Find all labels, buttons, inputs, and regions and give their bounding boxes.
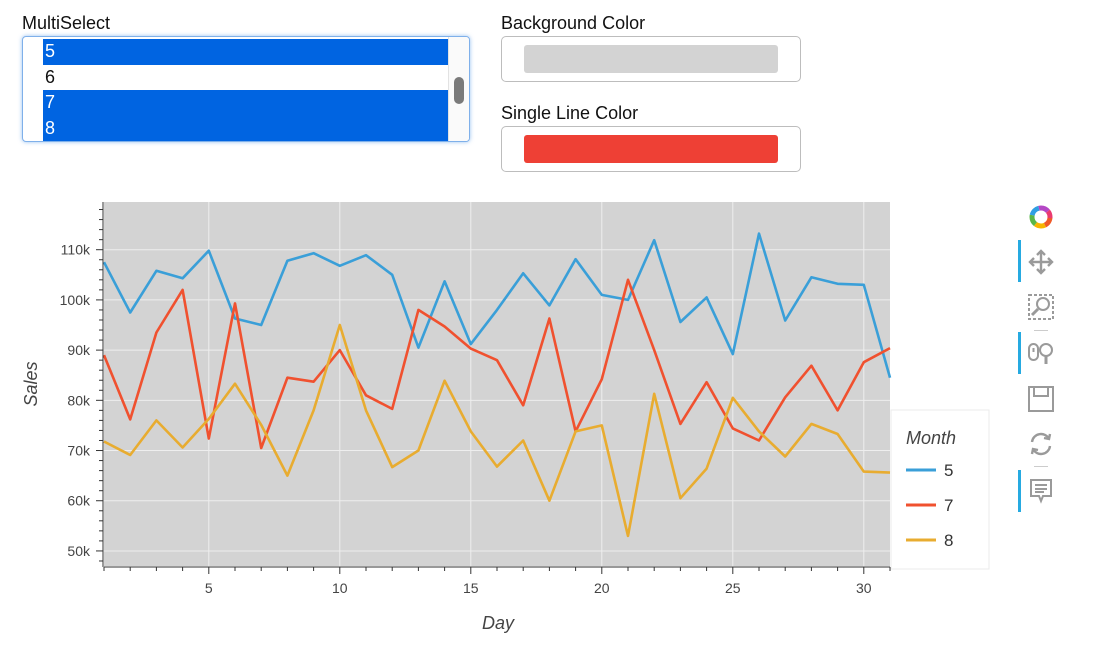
plot-toolbar [1018, 196, 1068, 526]
toolbar-separator [1034, 330, 1048, 331]
pan-icon[interactable] [1026, 247, 1056, 277]
wheel-zoom-icon[interactable] [1026, 338, 1056, 368]
legend-label-5: 5 [944, 461, 953, 480]
axes: 5 10 15 20 25 30 50k 60k 70k 80k 90k 100k 110k [60, 202, 891, 596]
y-tick-label: 80k [67, 392, 91, 408]
multiselect-option-3[interactable]: 8 [43, 115, 451, 141]
grid-lines [104, 202, 890, 566]
multiselect-scrollbar-thumb[interactable] [454, 77, 464, 104]
series-line-8 [103, 323, 891, 538]
legend-label-8: 8 [944, 531, 953, 550]
legend-box [890, 409, 990, 570]
series-line-7 [102, 278, 891, 450]
multiselect-scrollbar[interactable] [448, 37, 469, 141]
toolbar-separator [1034, 466, 1048, 467]
multiselect-option-0[interactable]: 5 [43, 39, 451, 65]
series-lines [102, 232, 892, 538]
legend-title: Month [906, 428, 956, 448]
legend-label-7: 7 [944, 496, 953, 515]
x-tick-label: 5 [205, 580, 213, 596]
x-axis-title: Day [482, 613, 515, 633]
x-tick-label: 15 [463, 580, 479, 596]
y-axis-title: Sales [21, 361, 41, 406]
multiselect-option-2[interactable]: 7 [43, 90, 451, 116]
single-line-color-picker[interactable] [501, 126, 801, 172]
y-tick-label: 60k [67, 493, 91, 509]
background-color-swatch[interactable] [524, 45, 778, 73]
sales-line-chart[interactable]: 5 10 15 20 25 30 50k 60k 70k 80k 90k 100k 110k Day S… [0, 196, 1010, 656]
y-tick-label: 90k [67, 342, 91, 358]
hover-icon[interactable] [1026, 476, 1056, 506]
bokeh-logo-icon[interactable] [1026, 202, 1056, 232]
multiselect-listbox[interactable]: 5 6 7 8 [22, 36, 470, 142]
x-tick-label: 25 [725, 580, 741, 596]
hover-active-indicator [1018, 470, 1021, 512]
plot-area [104, 202, 890, 566]
legend: Month 5 7 8 [890, 409, 990, 570]
wheel-zoom-active-indicator [1018, 332, 1021, 374]
multiselect-options: 5 6 7 8 [43, 39, 451, 141]
single-line-color-swatch[interactable] [524, 135, 778, 163]
box-zoom-icon[interactable] [1026, 292, 1056, 322]
save-icon[interactable] [1026, 384, 1056, 414]
background-color-picker[interactable] [501, 36, 801, 82]
x-tick-label: 10 [332, 580, 348, 596]
pan-active-indicator [1018, 240, 1021, 282]
multiselect-label: MultiSelect [22, 13, 111, 33]
background-color-label: Background Color [501, 13, 646, 33]
single-line-color-label: Single Line Color [501, 103, 639, 123]
y-tick-label: 50k [67, 543, 91, 559]
y-tick-label: 110k [61, 242, 91, 258]
x-tick-label: 20 [594, 580, 610, 596]
multiselect-option-1[interactable]: 6 [45, 66, 56, 87]
x-tick-label: 30 [856, 580, 872, 596]
y-tick-label: 100k [60, 292, 91, 308]
series-line-5 [102, 232, 892, 379]
reset-icon[interactable] [1026, 429, 1056, 459]
y-tick-label: 70k [67, 443, 91, 459]
